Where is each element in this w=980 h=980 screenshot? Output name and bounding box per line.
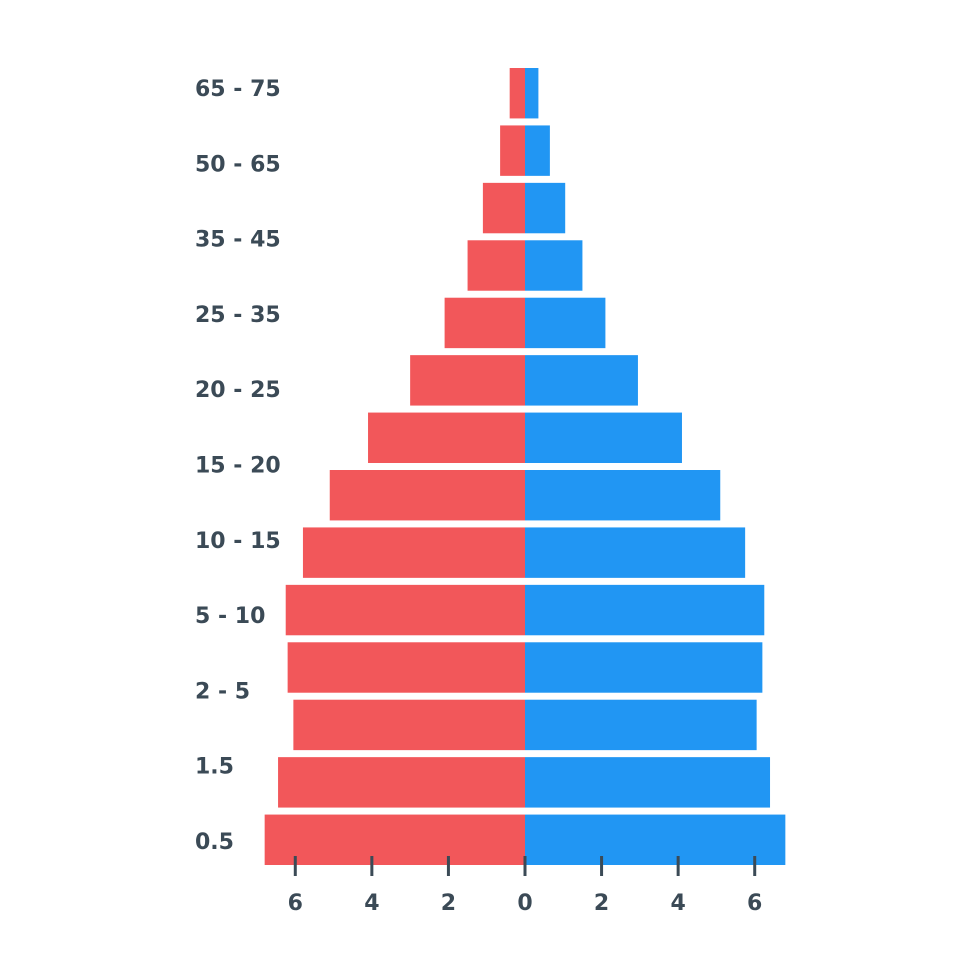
x-tick-label: 2 — [594, 891, 609, 916]
bar — [525, 470, 721, 521]
bar — [444, 297, 525, 349]
bar — [302, 527, 525, 578]
bar — [264, 814, 525, 865]
x-tick-label: 6 — [747, 891, 762, 916]
bar — [525, 757, 771, 808]
bar — [525, 527, 746, 578]
y-label: 2 - 5 — [195, 679, 250, 704]
bar — [285, 584, 525, 636]
y-label: 0.5 — [195, 830, 234, 855]
bar — [293, 699, 525, 751]
bar — [525, 814, 786, 865]
y-label: 65 - 75 — [195, 77, 281, 102]
y-label: 50 - 65 — [195, 152, 281, 177]
x-tick-label: 4 — [670, 891, 685, 916]
bar — [525, 642, 763, 693]
y-label: 20 - 25 — [195, 378, 281, 403]
bar — [525, 412, 682, 463]
bar — [525, 699, 757, 751]
bar — [525, 125, 550, 176]
bar — [509, 68, 525, 119]
y-label: 15 - 20 — [195, 454, 281, 479]
bar — [525, 182, 566, 234]
bar — [482, 182, 525, 234]
bar — [467, 240, 525, 291]
bar — [278, 757, 525, 808]
bar — [525, 240, 583, 291]
bar — [525, 355, 638, 406]
bar — [287, 642, 525, 693]
x-tick-label: 2 — [441, 891, 456, 916]
y-label: 10 - 15 — [195, 529, 281, 554]
bar — [329, 470, 525, 521]
bar — [368, 412, 525, 463]
x-tick-label: 0 — [517, 891, 532, 916]
bar — [410, 355, 525, 406]
x-tick-label: 4 — [364, 891, 379, 916]
y-label: 35 - 45 — [195, 228, 281, 253]
bar — [525, 297, 606, 349]
x-tick-label: 6 — [288, 891, 303, 916]
y-label: 1.5 — [195, 755, 234, 780]
bar — [525, 584, 765, 636]
y-label: 5 - 10 — [195, 604, 265, 629]
y-label: 25 - 35 — [195, 303, 281, 328]
bar — [525, 68, 539, 119]
bar — [500, 125, 525, 176]
